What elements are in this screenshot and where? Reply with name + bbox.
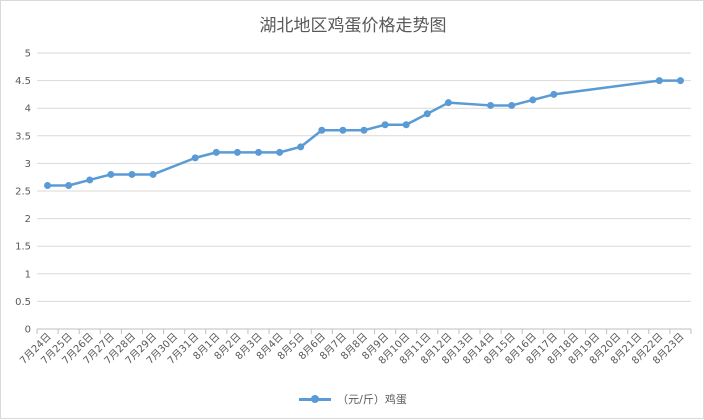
data-point (655, 77, 663, 85)
y-tick-label: 0 (25, 325, 31, 336)
data-point (444, 99, 452, 107)
y-tick-label: 2 (25, 214, 31, 225)
data-point (318, 126, 326, 134)
data-point (191, 154, 199, 162)
data-point (107, 170, 115, 178)
y-tick-label: 3.5 (15, 131, 31, 142)
data-point (676, 77, 684, 85)
y-tick-label: 5 (25, 49, 31, 60)
y-tick-label: 1 (25, 269, 31, 280)
legend-label: （元/斤）鸡蛋 (337, 393, 407, 406)
data-point (255, 148, 263, 156)
y-tick-label: 3 (25, 159, 31, 170)
y-tick-label: 0.5 (15, 297, 31, 308)
data-point (423, 110, 431, 118)
data-point (44, 181, 52, 189)
data-point (487, 101, 495, 109)
y-tick-label: 4.5 (15, 76, 31, 87)
data-point (149, 170, 157, 178)
data-point (550, 90, 558, 98)
data-point (233, 148, 241, 156)
y-tick-label: 4 (25, 104, 31, 115)
data-point (339, 126, 347, 134)
data-point (360, 126, 368, 134)
data-point (86, 176, 94, 184)
data-point (402, 121, 410, 129)
legend: （元/斤）鸡蛋 (1, 391, 704, 407)
legend-swatch (299, 393, 332, 405)
data-point (276, 148, 284, 156)
data-point (529, 96, 537, 104)
data-point (65, 181, 73, 189)
data-point (128, 170, 136, 178)
chart-title: 湖北地区鸡蛋价格走势图 (259, 16, 447, 36)
y-tick-label: 2.5 (15, 187, 31, 198)
y-tick-label: 1.5 (15, 242, 31, 253)
data-point (508, 101, 516, 109)
data-point (297, 143, 305, 151)
data-point (212, 148, 220, 156)
data-point (381, 121, 389, 129)
